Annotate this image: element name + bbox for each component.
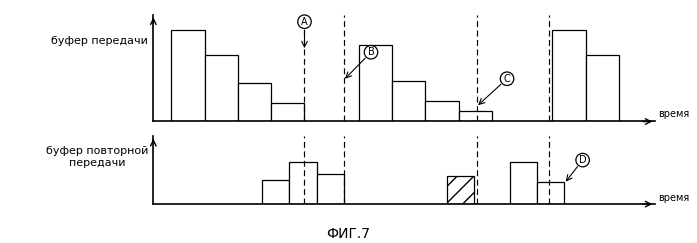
Bar — [262, 180, 289, 204]
Bar — [537, 182, 565, 204]
Bar — [447, 176, 474, 204]
Bar — [205, 55, 238, 122]
Bar — [585, 55, 619, 122]
Text: A: A — [301, 17, 308, 27]
Text: буфер повторной
передачи: буфер повторной передачи — [46, 146, 148, 168]
Text: время: время — [658, 109, 689, 120]
Bar — [238, 83, 271, 122]
Text: время: время — [658, 192, 689, 202]
Bar — [359, 45, 392, 122]
Bar — [171, 30, 205, 122]
Bar — [553, 30, 585, 122]
Bar — [392, 81, 425, 122]
Bar — [316, 174, 344, 204]
Text: B: B — [367, 47, 374, 57]
Text: буфер передачи: буфер передачи — [52, 36, 148, 46]
Bar — [289, 163, 316, 204]
Bar — [271, 103, 305, 122]
Text: C: C — [504, 74, 510, 84]
Bar — [459, 111, 492, 122]
Bar — [510, 163, 537, 204]
Bar — [425, 101, 459, 122]
Text: D: D — [579, 155, 586, 165]
Text: ФИГ.7: ФИГ.7 — [326, 226, 371, 241]
